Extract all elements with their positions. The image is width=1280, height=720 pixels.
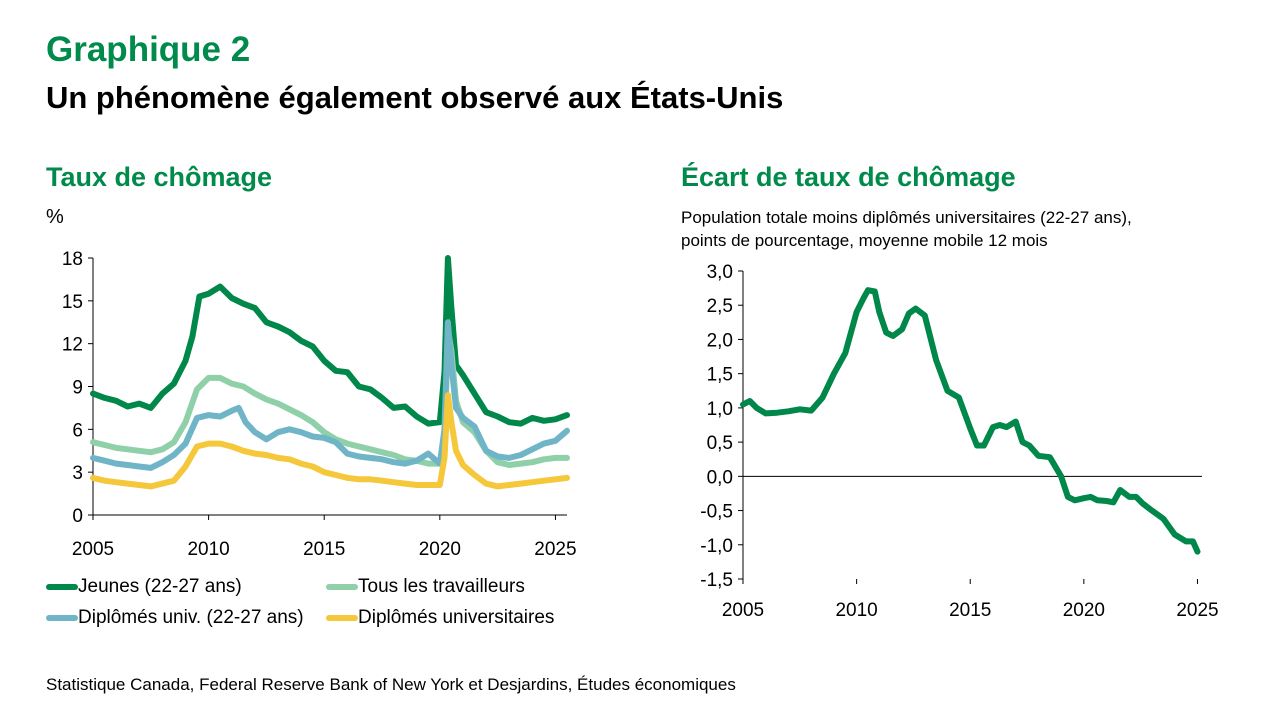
right-chart-subtitle-line2: points de pourcentage, moyenne mobile 12…: [681, 231, 1048, 250]
right-chart-y-tick-label: 0,5: [707, 433, 733, 454]
left-chart-x-tick-label: 2025: [534, 539, 576, 560]
left-chart-title: Taux de chômage: [46, 162, 273, 192]
left-chart-y-tick-label: 6: [72, 420, 83, 441]
left-chart-y-tick-label: 0: [72, 506, 83, 527]
right-chart-y-tick-label: 1,0: [707, 399, 733, 420]
legend-label-all-workers: Tous les travailleurs: [358, 576, 525, 597]
right-chart-y-tick-label: 1,5: [707, 365, 733, 386]
legend-item-young-graduates: Diplômés univ. (22-27 ans): [46, 605, 326, 631]
right-chart-series-line-1: [740, 287, 1201, 555]
left-chart-y-tick-label: 12: [62, 335, 83, 356]
left-chart-y-tick-label: 18: [62, 249, 83, 270]
legend-label-youth: Jeunes (22-27 ans): [78, 576, 242, 597]
right-chart-y-tick-label: 3,0: [707, 262, 733, 283]
legend-swatch-all-workers: [326, 584, 358, 590]
legend-item-all-workers: Tous les travailleurs: [326, 574, 606, 600]
right-chart-y-tick-label: -0,5: [700, 502, 733, 523]
figure-title: Un phénomène également observé aux États…: [46, 80, 784, 115]
right-chart-x-tick-label: 2005: [722, 600, 764, 621]
legend-swatch-youth: [46, 584, 78, 590]
right-chart-x-tick-label: 2020: [1063, 600, 1105, 621]
left-chart-y-tick-label: 9: [72, 378, 83, 399]
legend-item-graduates: Diplômés universitaires: [326, 605, 606, 631]
right-chart-x-tick-label: 2025: [1176, 600, 1218, 621]
figure-number: Graphique 2: [46, 30, 251, 69]
unemployment-gap-chart: -1,5 -1,0 -0,5 0,0 0,5 1,0 1,5 2,0 2,5 3,0 2005 201…: [700, 262, 1218, 621]
left-chart-series-line-4: [90, 392, 570, 490]
source-note: Statistique Canada, Federal Reserve Bank…: [46, 675, 736, 694]
left-chart-x-tick-label: 2020: [419, 539, 461, 560]
left-chart-legend: Jeunes (22-27 ans) Tous les travailleurs…: [46, 574, 606, 631]
left-chart-series-line-3: [90, 319, 570, 471]
right-chart-y-tick-label: 2,5: [707, 296, 733, 317]
right-chart-title: Écart de taux de chômage: [681, 162, 1016, 192]
left-chart-y-tick-label: 3: [72, 463, 83, 484]
right-chart-y-tick-label: -1,0: [700, 536, 733, 557]
legend-label-graduates: Diplômés universitaires: [358, 607, 555, 628]
legend-item-youth: Jeunes (22-27 ans): [46, 574, 326, 600]
unemployment-rate-chart: 0 3 6 9 12 15 18 2005 2010 2015 2020 2025: [62, 249, 577, 560]
legend-label-young-graduates: Diplômés univ. (22-27 ans): [78, 607, 304, 628]
left-chart-x-tick-label: 2005: [72, 539, 114, 560]
left-chart-x-tick-label: 2010: [187, 539, 229, 560]
left-chart-x-tick-label: 2015: [303, 539, 345, 560]
right-chart-y-tick-label: -1,5: [700, 570, 733, 591]
right-chart-x-tick-label: 2010: [835, 600, 877, 621]
right-chart-y-tick-label: 0,0: [707, 467, 733, 488]
right-chart-subtitle-line1: Population totale moins diplômés univers…: [681, 208, 1132, 227]
left-chart-series-line-1: [90, 255, 570, 427]
right-chart-x-tick-label: 2015: [949, 600, 991, 621]
left-chart-y-tick-label: 15: [62, 292, 83, 313]
legend-swatch-young-graduates: [46, 615, 78, 621]
legend-swatch-graduates: [326, 615, 358, 621]
left-chart-unit: %: [46, 206, 64, 228]
right-chart-subtitle: Population totale moins diplômés univers…: [681, 206, 1132, 252]
right-chart-y-tick-label: 2,0: [707, 330, 733, 351]
